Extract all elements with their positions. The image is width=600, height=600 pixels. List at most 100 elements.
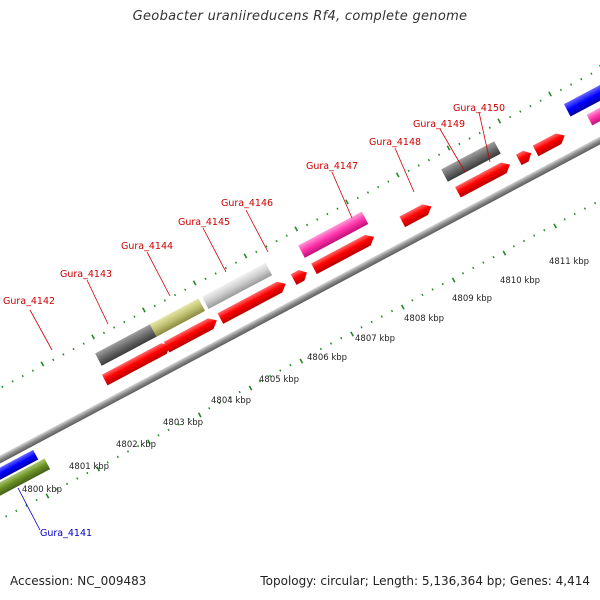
minor-tick [184, 288, 187, 291]
reverse-block-blue[interactable] [0, 449, 39, 499]
gene-label-gura-4141[interactable]: Gura_4141 [40, 528, 92, 539]
minor-tick [329, 342, 333, 345]
minor-tick [157, 434, 160, 437]
minor-tick [360, 326, 363, 329]
cds-arrow-gura-4146[interactable] [311, 232, 377, 275]
major-tick [350, 331, 354, 337]
cds-arrow-gura-4147[interactable] [399, 201, 434, 228]
major-tick [299, 358, 304, 364]
minor-tick [458, 142, 461, 146]
feature-block-edge[interactable] [563, 61, 600, 117]
feature-block-gura-4146[interactable] [298, 211, 369, 258]
minor-tick [126, 450, 130, 453]
kbp-label: 4810 kbp [500, 276, 540, 286]
minor-tick [133, 315, 136, 318]
minor-tick [533, 234, 536, 237]
minor-tick [340, 336, 343, 340]
minor-tick [461, 272, 465, 275]
minor-tick [137, 444, 140, 448]
major-tick [248, 385, 253, 391]
minor-tick [21, 374, 24, 378]
minor-tick [370, 320, 373, 324]
cds-arrow-gura-4145[interactable] [290, 267, 310, 285]
major-tick [400, 304, 405, 310]
gene-label-gura-4148[interactable]: Gura_4148 [369, 137, 421, 148]
kbp-label: 4804 kbp [211, 396, 251, 406]
minor-tick [437, 153, 441, 156]
minor-tick [123, 320, 126, 324]
minor-tick [543, 228, 546, 232]
gene-label-gura-4143[interactable]: Gura_4143 [60, 269, 112, 280]
minor-tick [305, 223, 309, 227]
minor-tick [583, 207, 586, 210]
minor-tick [204, 277, 207, 281]
map-title: Geobacter uraniireducens Rf4, complete g… [132, 9, 468, 24]
cds-arrow-gura-4149[interactable] [516, 148, 534, 166]
minor-tick [529, 104, 532, 108]
minor-tick [509, 115, 512, 119]
minor-tick [106, 461, 109, 464]
minor-tick [275, 239, 278, 243]
feature-block-gura-4144[interactable] [201, 262, 273, 310]
minor-tick [72, 347, 75, 351]
minor-tick [336, 207, 339, 210]
kbp-label: 4803 kbp [163, 418, 203, 428]
kbp-label: 4802 kbp [116, 440, 156, 450]
minor-tick [309, 353, 312, 356]
minor-tick [279, 369, 282, 372]
minor-tick [163, 299, 166, 302]
gene-label-gura-4145[interactable]: Gura_4145 [178, 217, 230, 228]
gene-label-gura-4146[interactable]: Gura_4146 [221, 198, 273, 209]
minor-tick [86, 471, 89, 475]
minor-tick [492, 255, 495, 259]
major-tick [45, 493, 50, 499]
major-tick [197, 412, 202, 418]
minor-tick [177, 423, 180, 426]
major-tick [96, 466, 101, 472]
feature-block-gura-4148[interactable] [441, 141, 501, 182]
minor-tick [411, 299, 414, 302]
minor-tick [326, 212, 329, 216]
cds-arrow-gura-4148[interactable] [455, 159, 513, 198]
minor-tick [522, 239, 526, 243]
gene-label-gura-4150[interactable]: Gura_4150 [453, 103, 505, 114]
minor-tick [563, 218, 566, 221]
minor-tick [289, 363, 292, 367]
minor-tick [519, 110, 522, 113]
minor-tick [224, 266, 227, 270]
feature-block-gura-4143[interactable] [149, 298, 205, 337]
minor-tick [76, 477, 79, 480]
minor-tick [377, 185, 380, 189]
minor-tick [380, 315, 383, 318]
gene-label-gura-4147[interactable]: Gura_4147 [306, 161, 358, 172]
minor-tick [153, 304, 156, 308]
scale-label-layer: 4800 kbp 4801 kbp 4802 kbp 4803 kbp 4804… [22, 257, 589, 495]
cds-arrow-gura-4143[interactable] [163, 315, 220, 353]
major-tick [395, 172, 400, 178]
major-tick [91, 334, 96, 340]
gene-label-gura-4142[interactable]: Gura_4142 [3, 296, 55, 307]
kbp-label: 4808 kbp [404, 314, 444, 324]
kbp-label: 4806 kbp [307, 353, 347, 363]
minor-tick [387, 180, 390, 183]
cds-arrow-gura-4142[interactable] [101, 340, 173, 386]
minor-tick [356, 196, 359, 200]
major-tick [192, 280, 197, 286]
cds-arrow-gura-4150[interactable] [532, 130, 568, 157]
minor-tick [11, 380, 14, 383]
minor-tick [234, 261, 238, 264]
feature-block-gura-4142[interactable] [95, 321, 162, 366]
major-tick [497, 118, 502, 124]
minor-tick [559, 88, 563, 92]
major-tick [243, 253, 248, 259]
gene-label-gura-4149[interactable]: Gura_4149 [413, 119, 465, 130]
reverse-block-gura-4141[interactable] [0, 458, 51, 512]
minor-tick [65, 482, 69, 486]
gene-label-gura-4144[interactable]: Gura_4144 [121, 241, 173, 252]
inner-tick-row [5, 201, 597, 518]
minor-tick [478, 131, 481, 135]
cds-arrow-gura-4144[interactable] [217, 279, 289, 324]
minor-tick [116, 455, 119, 459]
minor-tick [1, 385, 4, 389]
